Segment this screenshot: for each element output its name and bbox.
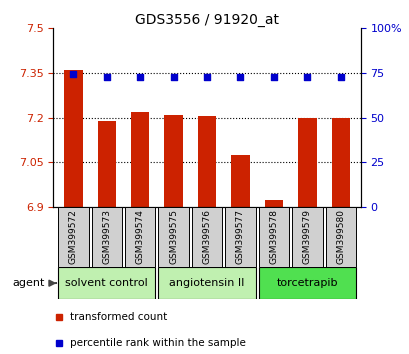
Text: angiotensin II: angiotensin II [169,278,244,288]
Text: transformed count: transformed count [70,312,167,322]
Text: torcetrapib: torcetrapib [276,278,337,288]
Text: GSM399577: GSM399577 [236,209,244,264]
Text: GSM399578: GSM399578 [269,209,278,264]
Text: GSM399580: GSM399580 [335,209,344,264]
Point [270,75,276,80]
Bar [158,267,255,299]
Bar [131,112,149,207]
Bar [225,207,255,267]
Bar [297,118,316,207]
Bar [158,207,189,267]
Bar [325,207,355,267]
Point [103,74,110,79]
Point [137,74,143,79]
Text: GSM399574: GSM399574 [135,209,144,264]
Bar [331,118,349,207]
Point [203,74,210,79]
Title: GDS3556 / 91920_at: GDS3556 / 91920_at [135,13,279,27]
Point [170,74,176,79]
Bar [231,155,249,207]
Point [303,74,310,79]
Bar [58,207,88,267]
Bar [91,207,122,267]
Point [70,71,76,77]
Point [237,75,243,80]
Bar [258,207,288,267]
Bar [58,267,155,299]
Text: GSM399576: GSM399576 [202,209,211,264]
Text: GSM399573: GSM399573 [102,209,111,264]
Text: GSM399572: GSM399572 [69,209,78,264]
Bar [64,70,82,207]
Point [337,74,343,79]
Text: GSM399579: GSM399579 [302,209,311,264]
Text: solvent control: solvent control [65,278,148,288]
Text: percentile rank within the sample: percentile rank within the sample [70,338,245,348]
Bar [264,200,282,207]
Bar [291,207,322,267]
Bar [97,121,116,207]
Text: GSM399575: GSM399575 [169,209,178,264]
Bar [164,115,182,207]
Text: agent: agent [13,278,45,288]
Bar [191,207,222,267]
Bar [198,116,216,207]
Bar [125,207,155,267]
Bar [258,267,355,299]
